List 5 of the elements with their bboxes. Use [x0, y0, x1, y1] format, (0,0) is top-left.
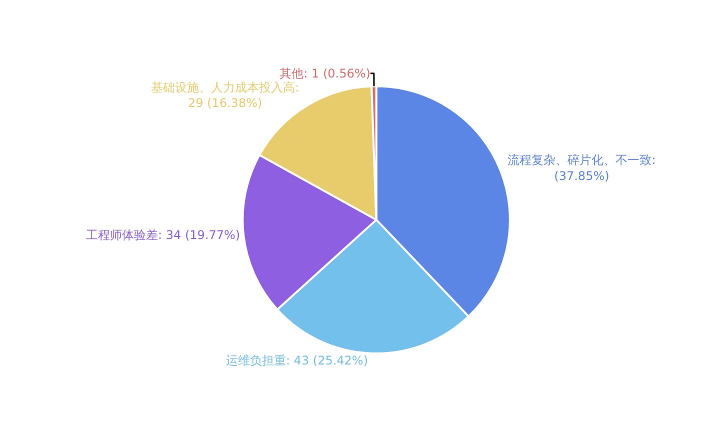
slice-label: 基础设施、人力成本投入高: 29 (16.38%) [151, 80, 300, 110]
slice-label: 工程师体验差: 34 (19.77%) [86, 228, 240, 242]
slice-label: 运维负担重: 43 (25.42%) [226, 353, 368, 368]
slice-label: 流程复杂、碎片化、不一致: (37.85%) [508, 153, 656, 183]
slice-label: 其他: 1 (0.56%) [280, 66, 370, 80]
